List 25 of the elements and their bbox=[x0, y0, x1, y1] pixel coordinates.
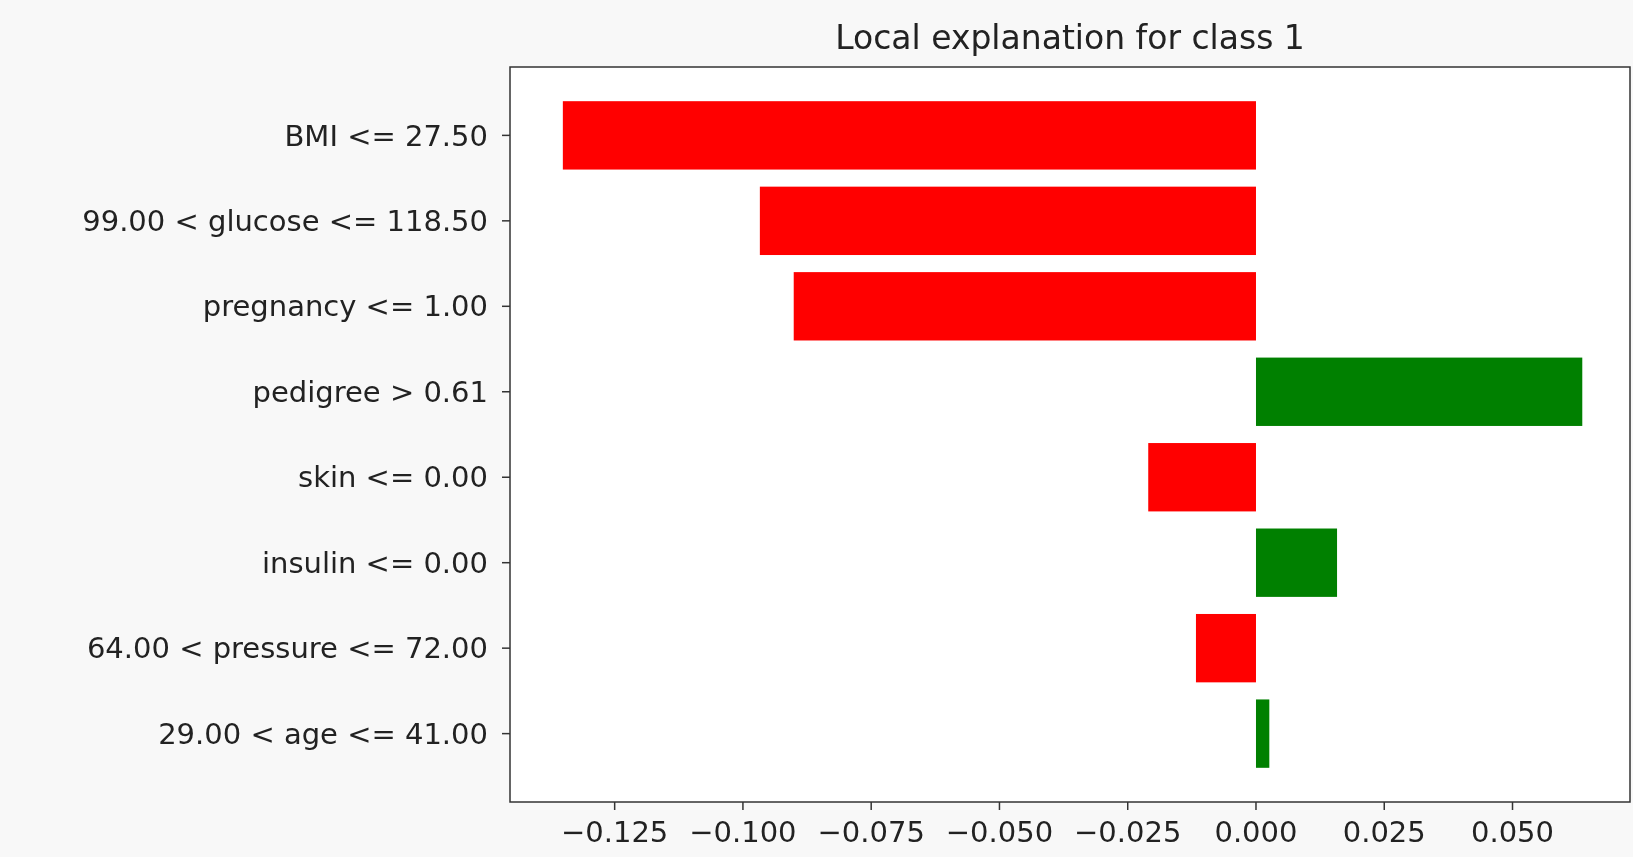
y-tick-label: pedigree > 0.61 bbox=[252, 374, 488, 409]
bar bbox=[1255, 357, 1583, 426]
y-tick-label: 29.00 < age <= 41.00 bbox=[158, 716, 488, 751]
bar bbox=[1255, 699, 1270, 768]
bar bbox=[759, 186, 1256, 256]
bar bbox=[1255, 528, 1338, 597]
y-tick-label: BMI <= 27.50 bbox=[284, 118, 488, 153]
bar bbox=[562, 101, 1256, 170]
y-tick-label: insulin <= 0.00 bbox=[261, 545, 488, 580]
x-tick-label: −0.075 bbox=[817, 815, 925, 849]
x-tick-label: 0.050 bbox=[1470, 815, 1555, 849]
x-tick-label: −0.100 bbox=[689, 815, 797, 849]
bar bbox=[793, 272, 1256, 341]
x-tick-label: 0.025 bbox=[1342, 815, 1426, 849]
x-tick-label: −0.125 bbox=[561, 815, 669, 849]
x-tick-label: −0.050 bbox=[945, 815, 1054, 849]
y-tick-label: skin <= 0.00 bbox=[298, 460, 488, 495]
bar bbox=[1148, 443, 1256, 512]
x-tick-label: −0.025 bbox=[1074, 815, 1182, 849]
chart-title: Local explanation for class 1 bbox=[835, 18, 1305, 57]
y-tick-label: pregnancy <= 1.00 bbox=[202, 289, 488, 324]
bar bbox=[1195, 613, 1256, 683]
x-tick-label: 0.000 bbox=[1214, 815, 1298, 849]
y-tick-label: 99.00 < glucose <= 118.50 bbox=[82, 203, 488, 238]
y-tick-label: 64.00 < pressure <= 72.00 bbox=[86, 631, 488, 666]
